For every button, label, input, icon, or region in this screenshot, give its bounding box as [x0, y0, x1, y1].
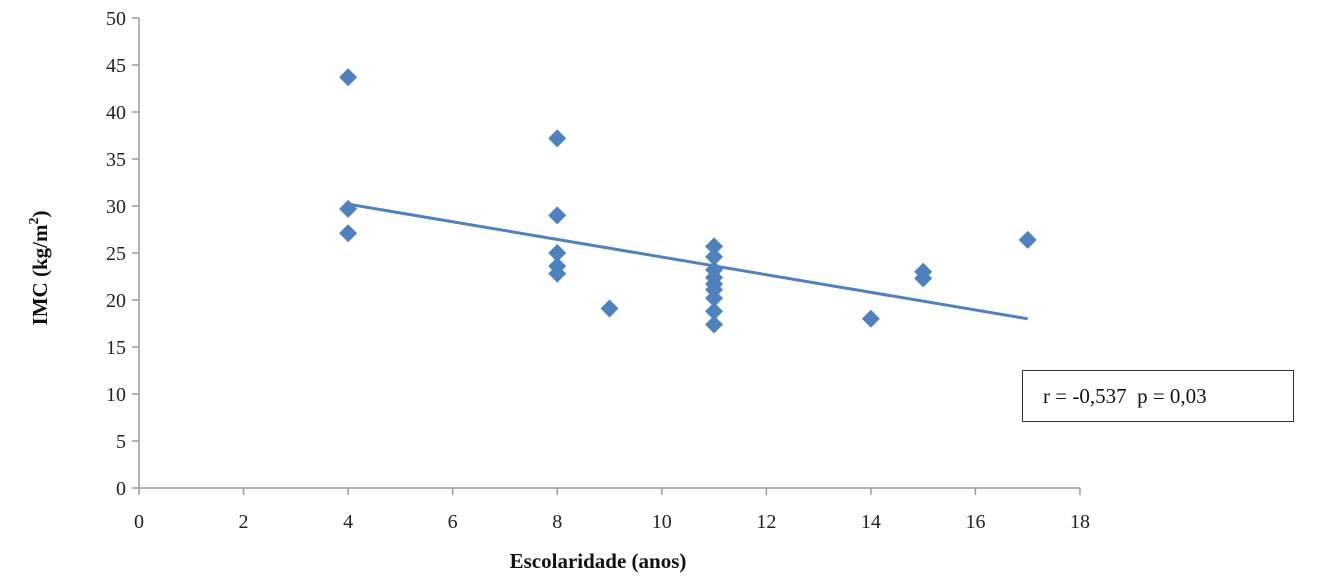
y-tick-label: 15: [106, 337, 126, 359]
data-point: [339, 224, 358, 243]
data-point: [548, 244, 567, 262]
x-axis-ticks: 0 2 4 6 8 10 12 14 16 18: [134, 488, 1090, 533]
y-axis-title-superscript: 2: [27, 218, 42, 225]
data-point: [548, 206, 567, 225]
y-tick-label: 20: [106, 290, 126, 312]
data-point: [705, 302, 724, 321]
x-tick-label: 14: [861, 511, 881, 533]
x-tick-label: 12: [756, 511, 776, 533]
y-axis-title-close: ): [28, 211, 52, 218]
trend-line: [347, 202, 1028, 321]
data-point: [705, 315, 724, 334]
x-tick-label: 4: [343, 511, 353, 533]
data-point: [705, 289, 724, 308]
x-tick-label: 2: [239, 511, 249, 533]
y-tick-label: 25: [106, 243, 126, 265]
data-point: [548, 264, 567, 283]
y-tick-label: 0: [116, 478, 126, 500]
data-point: [1018, 230, 1037, 249]
data-point: [705, 247, 724, 266]
data-point: [705, 237, 724, 256]
y-tick-label: 50: [106, 8, 126, 30]
x-tick-label: 0: [134, 511, 144, 533]
y-axis-ticks: 0 5 10 15 20 25 30 35 40 45 50: [106, 8, 139, 500]
x-tick-label: 6: [448, 511, 458, 533]
y-axis-title: IMC (kg/m2): [27, 211, 52, 326]
y-axis-title-main: IMC (kg/m: [28, 224, 52, 325]
x-tick-label: 18: [1070, 511, 1090, 533]
data-point: [339, 199, 358, 218]
y-tick-label: 10: [106, 384, 126, 406]
data-point: [600, 299, 619, 318]
data-point: [339, 68, 358, 87]
data-point: [861, 309, 880, 328]
x-tick-label: 8: [552, 511, 562, 533]
data-point: [914, 269, 933, 288]
y-tick-label: 40: [106, 102, 126, 124]
x-tick-label: 10: [652, 511, 672, 533]
data-point: [548, 129, 567, 148]
y-tick-label: 30: [106, 196, 126, 218]
x-tick-label: 16: [965, 511, 985, 533]
data-points: [339, 68, 1037, 334]
y-tick-label: 35: [106, 149, 126, 171]
correlation-annotation-box: r = -0,537 p = 0,03: [1022, 370, 1294, 422]
y-tick-label: 5: [116, 431, 126, 453]
x-axis-title: Escolaridade (anos): [510, 549, 687, 573]
y-tick-label: 45: [106, 55, 126, 77]
correlation-annotation-text: r = -0,537 p = 0,03: [1043, 383, 1207, 408]
